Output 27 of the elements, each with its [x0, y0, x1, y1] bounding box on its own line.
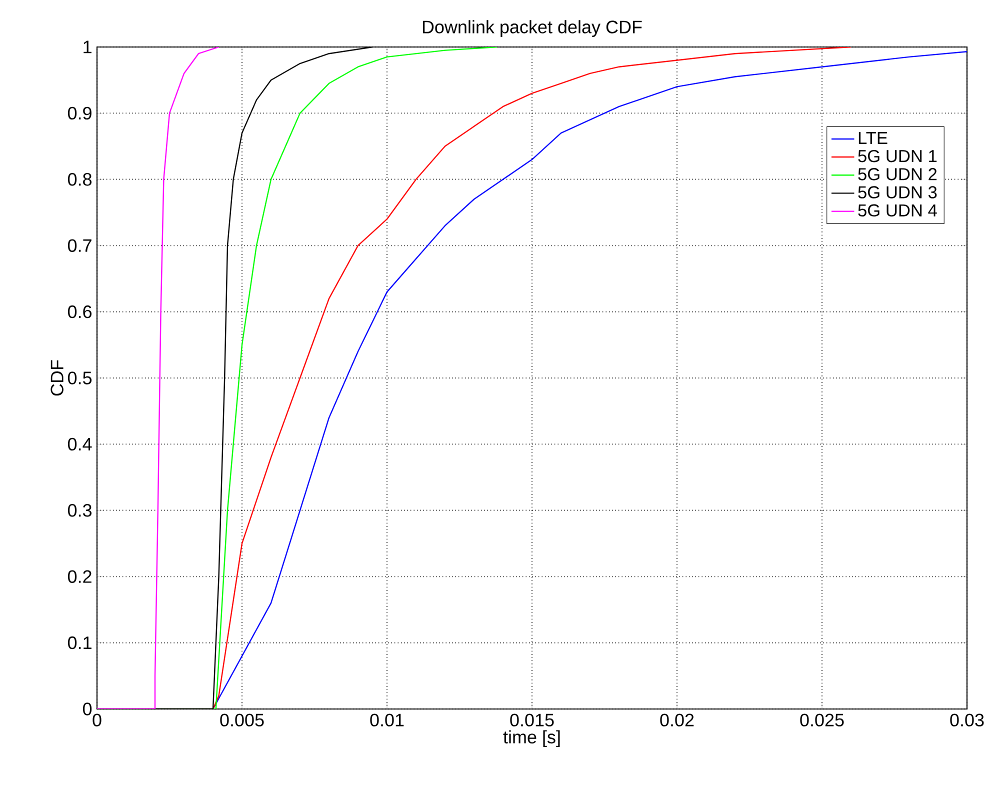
y-tick-label: 0.2	[68, 570, 92, 583]
x-tick-label: 0.01	[370, 714, 404, 726]
y-tick-label: 0.4	[68, 438, 92, 451]
x-tick-label: 0	[92, 714, 102, 726]
line-series	[97, 46, 220, 709]
legend-label: LTE	[858, 132, 888, 144]
chart-title: Downlink packet delay CDF	[422, 20, 642, 37]
legend-label: 5G UDN 3	[858, 186, 937, 198]
y-tick-label: 0	[82, 702, 92, 716]
y-tick-label: 0.9	[68, 106, 92, 120]
x-tick-label: 0.03	[950, 714, 984, 726]
y-tick-label: 0.1	[68, 636, 92, 650]
y-tick-label: 0.6	[68, 305, 92, 318]
legend-label: 5G UDN 4	[858, 204, 937, 217]
x-tick-label: 0.025	[800, 714, 844, 726]
x-axis-title: time [s]	[503, 730, 560, 748]
y-tick-label: 0.8	[68, 173, 92, 186]
y-axis-title: CDF	[50, 360, 64, 396]
legend-label: 5G UDN 1	[858, 150, 937, 162]
x-tick-label: 0.015	[510, 714, 554, 726]
x-tick-label: 0.02	[660, 714, 694, 726]
y-tick-label: 1	[84, 40, 92, 54]
y-tick-label: 0.5	[68, 372, 92, 384]
x-tick-label: 0.005	[220, 714, 264, 726]
y-tick-label: 0.3	[68, 504, 92, 517]
legend-label: 5G UDN 2	[858, 168, 937, 180]
y-tick-label: 0.7	[68, 239, 92, 252]
